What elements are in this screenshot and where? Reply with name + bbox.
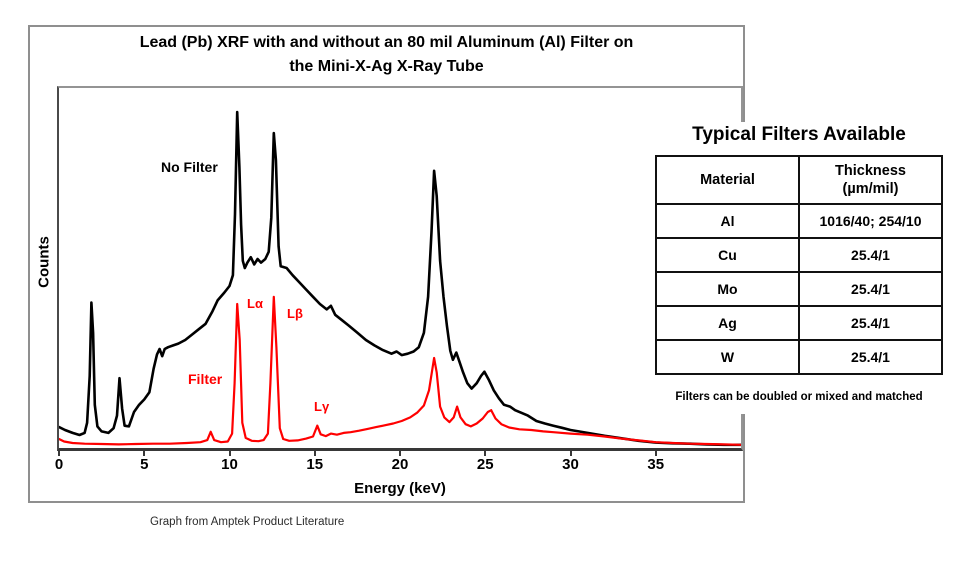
column-header-material: Material <box>655 155 800 205</box>
material-cell: Al <box>655 203 800 239</box>
table-header-row: Material Thickness (µm/mil) <box>655 155 943 205</box>
x-tick-label: 35 <box>647 456 665 473</box>
filter-curve <box>59 295 741 446</box>
x-tick-mark <box>484 449 487 456</box>
x-tick-label: 30 <box>562 456 579 473</box>
table-row: Ag 25.4/1 <box>655 305 943 341</box>
material-cell: Cu <box>655 237 800 273</box>
x-tick-mark <box>654 449 657 456</box>
material-cell: Mo <box>655 271 800 307</box>
x-tick-mark <box>399 449 401 456</box>
column-header-thickness-line1: Thickness <box>835 163 906 179</box>
filters-panel: Typical Filters Available Material Thick… <box>648 122 950 414</box>
x-tick-mark <box>58 449 60 456</box>
x-axis-label: Energy (keV) <box>354 480 446 497</box>
thickness-cell: 25.4/1 <box>798 339 943 375</box>
x-tick-label: 5 <box>140 456 149 473</box>
table-row: W 25.4/1 <box>655 339 943 375</box>
x-tick-mark <box>228 449 231 456</box>
column-header-thickness: Thickness (µm/mil) <box>798 155 943 205</box>
column-header-thickness-line2: (µm/mil) <box>842 181 899 197</box>
curves-svg <box>59 110 741 447</box>
filter-label: Filter <box>188 371 223 387</box>
x-tick-label: 10 <box>221 456 238 473</box>
chart-title-line2: the Mini-X-Ag X-Ray Tube <box>289 58 484 75</box>
no-filter-curve <box>59 110 741 447</box>
y-axis-label: Counts <box>35 236 53 288</box>
x-tick-mark <box>143 449 146 456</box>
plot-area <box>57 86 743 451</box>
thickness-cell: 1016/40; 254/10 <box>798 203 943 239</box>
l-alpha-label: Lα <box>247 296 263 311</box>
filters-note: Filters can be doubled or mixed and matc… <box>675 391 923 403</box>
thickness-cell: 25.4/1 <box>798 305 943 341</box>
filters-table: Material Thickness (µm/mil) Al 1016/40; 2… <box>655 155 943 375</box>
x-tick-label: 0 <box>54 456 64 473</box>
material-cell: W <box>655 339 800 375</box>
table-row: Cu 25.4/1 <box>655 237 943 273</box>
x-tick-label: 25 <box>476 456 494 473</box>
figure-caption: Graph from Amptek Product Literature <box>150 516 345 528</box>
x-tick-label: 20 <box>391 456 409 473</box>
thickness-cell: 25.4/1 <box>798 271 943 307</box>
l-beta-label: Lβ <box>287 306 303 321</box>
x-tick-mark <box>313 449 316 456</box>
thickness-cell: 25.4/1 <box>798 237 943 273</box>
x-tick-mark <box>569 449 572 456</box>
no-filter-label: No Filter <box>161 159 218 175</box>
l-gamma-label: Lγ <box>314 399 330 414</box>
x-tick-label: 15 <box>306 456 324 473</box>
filters-table-title: Typical Filters Available <box>692 124 906 145</box>
chart-title: Lead (Pb) XRF with and without an 80 mil… <box>28 31 745 79</box>
material-cell: Ag <box>655 305 800 341</box>
table-row: Mo 25.4/1 <box>655 271 943 307</box>
chart-title-line1: Lead (Pb) XRF with and without an 80 mil… <box>139 34 634 51</box>
table-row: Al 1016/40; 254/10 <box>655 203 943 239</box>
